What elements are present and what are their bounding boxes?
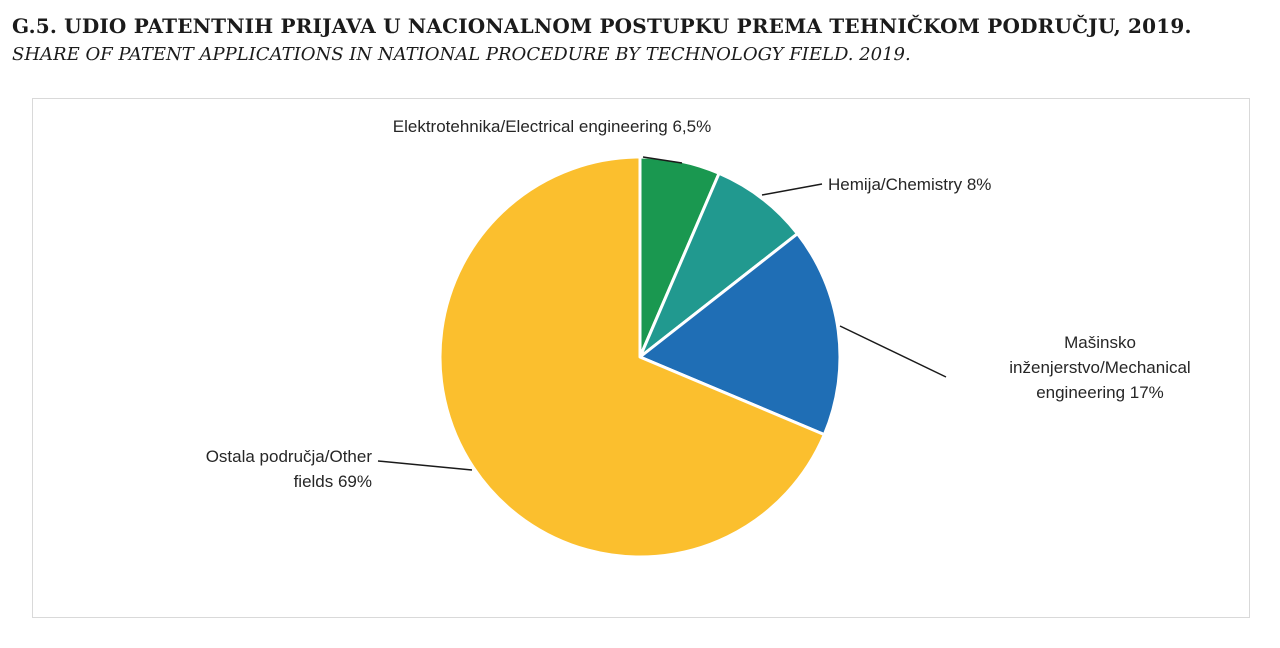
pie-slice-4 [438,155,826,559]
figure-subtitle: SHARE OF PATENT APPLICATIONS IN NATIONAL… [12,44,911,65]
leader-line-4 [377,460,473,471]
pie-slice-2 [638,171,799,359]
leader-lines [377,156,947,471]
slice-label-3-line-1: Mašinsko [1064,333,1136,352]
leader-line-3 [839,325,947,378]
slice-label-4-line-1: Ostala područja/Other [206,447,373,466]
pie-slices [438,155,842,559]
slice-label-4: Ostala područja/Other fields 69% [206,447,373,491]
slice-label-3-line-2: inženjerstvo/Mechanical [1009,358,1190,377]
slice-label-3: Mašinsko inženjerstvo/Mechanical engineeri… [1009,333,1190,402]
slice-label-3-line-3: engineering 17% [1036,383,1164,402]
slice-label-2: Hemija/Chemistry 8% [828,175,991,194]
leader-line-1 [642,156,683,164]
leader-line-2 [761,183,823,196]
figure-title: G.5. UDIO PATENTNIH PRIJAVA U NACIONALNO… [12,14,1192,38]
slice-label-1-line-1: Elektrotehnika/Electrical engineering 6,… [393,117,711,136]
pie-slice-3 [638,232,842,437]
slice-label-2-line-1: Hemija/Chemistry 8% [828,175,991,194]
slice-label-1: Elektrotehnika/Electrical engineering 6,… [393,117,711,136]
slice-label-4-line-2: fields 69% [294,472,372,491]
slice-labels: Elektrotehnika/Electrical engineering 6,… [206,117,1191,491]
